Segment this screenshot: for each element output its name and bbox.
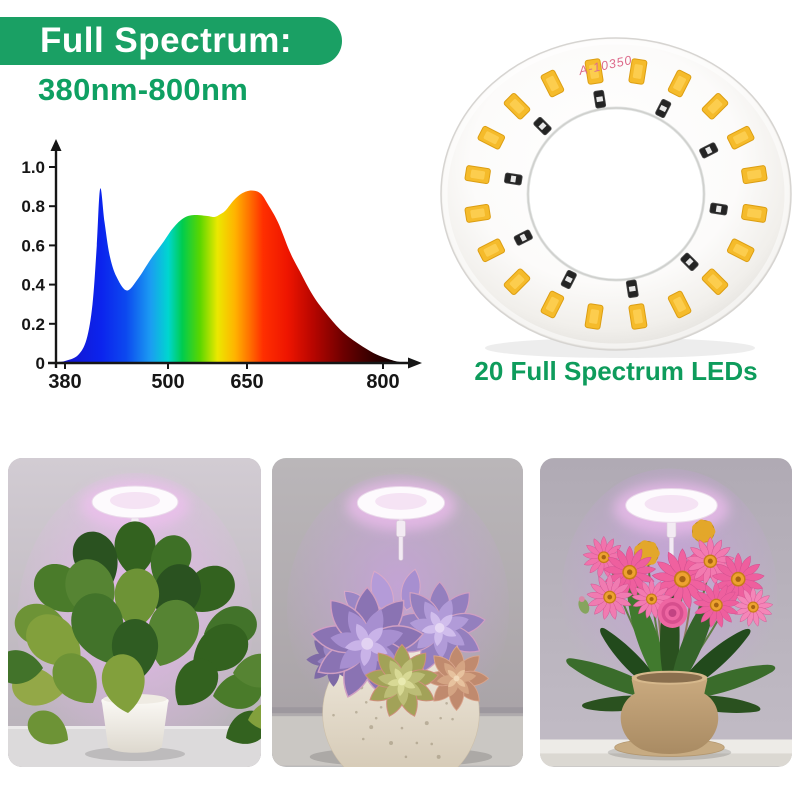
- y-tick-label: 0.4: [21, 276, 45, 295]
- pink-gerbera-flower: [586, 573, 633, 620]
- pink-rose-flower: [657, 598, 688, 628]
- led-chip: [701, 93, 729, 120]
- resistor-chip: [504, 172, 523, 186]
- led-chip: [503, 93, 531, 120]
- led-chip: [701, 268, 729, 295]
- resistor-chip: [680, 252, 699, 272]
- flower-bud: [578, 598, 590, 614]
- y-axis-arrow: [50, 139, 62, 151]
- x-tick-label: 380: [48, 371, 81, 393]
- pink-gerbera-flower: [693, 581, 740, 628]
- wavelength-range-label: 380nm-800nm: [38, 72, 249, 107]
- led-chip: [726, 238, 755, 263]
- succulent-arrangement: [306, 568, 490, 717]
- plant-photo-flowers: [540, 458, 792, 767]
- led-chip: [584, 303, 604, 330]
- white-pot: [101, 699, 169, 753]
- led-chip: [477, 125, 506, 150]
- pink-gerbera-flower: [711, 552, 765, 605]
- led-chip: [477, 238, 506, 263]
- resistor-chip: [533, 116, 552, 136]
- grow-light-lamp: [346, 481, 456, 561]
- title-banner: Full Spectrum:: [0, 17, 342, 65]
- led-chip: [667, 69, 692, 98]
- flowers-illustration: [540, 458, 792, 767]
- led-ring-photo: A-10350: [440, 37, 792, 358]
- led-count-caption: 20 Full Spectrum LEDs: [474, 356, 758, 386]
- resistor-chip: [513, 229, 533, 246]
- yellow-pompom-flower: [691, 519, 716, 544]
- flower-bouquet: [582, 519, 774, 628]
- spectrum-curve: [58, 188, 407, 363]
- resistor-chip: [699, 142, 719, 159]
- led-chip: [584, 58, 604, 85]
- spectrum-chart: 0 0.2 0.4 0.6 0.8 1.0 380 500 650 800: [21, 139, 422, 393]
- x-tick-label: 800: [366, 371, 399, 393]
- led-chip: [540, 290, 565, 319]
- led-chip: [464, 203, 491, 223]
- led-chip: [628, 303, 648, 330]
- y-tick-label: 1.0: [21, 158, 45, 177]
- y-tick-label: 0.8: [21, 197, 45, 216]
- led-chip: [464, 165, 491, 185]
- x-tick-label: 500: [151, 371, 184, 393]
- resistor-chip: [709, 202, 728, 216]
- x-tick-label: 650: [230, 371, 263, 393]
- led-chip: [741, 203, 768, 223]
- led-chip: [667, 290, 692, 319]
- led-chip: [726, 125, 755, 150]
- y-tick-label: 0: [36, 354, 45, 373]
- resistor-chip: [560, 269, 577, 290]
- led-chip: [628, 58, 648, 85]
- resistor-chip: [655, 98, 672, 119]
- x-axis-arrow: [408, 357, 422, 369]
- led-chip: [503, 268, 531, 295]
- resistor-chip: [625, 279, 639, 299]
- clay-pot: [620, 675, 719, 754]
- succulent-illustration: [272, 459, 523, 767]
- pink-gerbera-flower: [686, 536, 735, 585]
- plant-photo-pothos: [8, 458, 261, 767]
- y-tick-label: 0.6: [21, 236, 45, 255]
- pothos-illustration: [8, 458, 261, 767]
- plant-photo-succulent: [272, 458, 523, 767]
- pink-gerbera-flower: [733, 586, 774, 627]
- resistor-chip: [593, 89, 607, 109]
- led-chip: [741, 165, 768, 185]
- grow-light-lamp: [613, 482, 730, 577]
- led-chip: [540, 69, 565, 98]
- y-tick-label: 0.2: [21, 315, 45, 334]
